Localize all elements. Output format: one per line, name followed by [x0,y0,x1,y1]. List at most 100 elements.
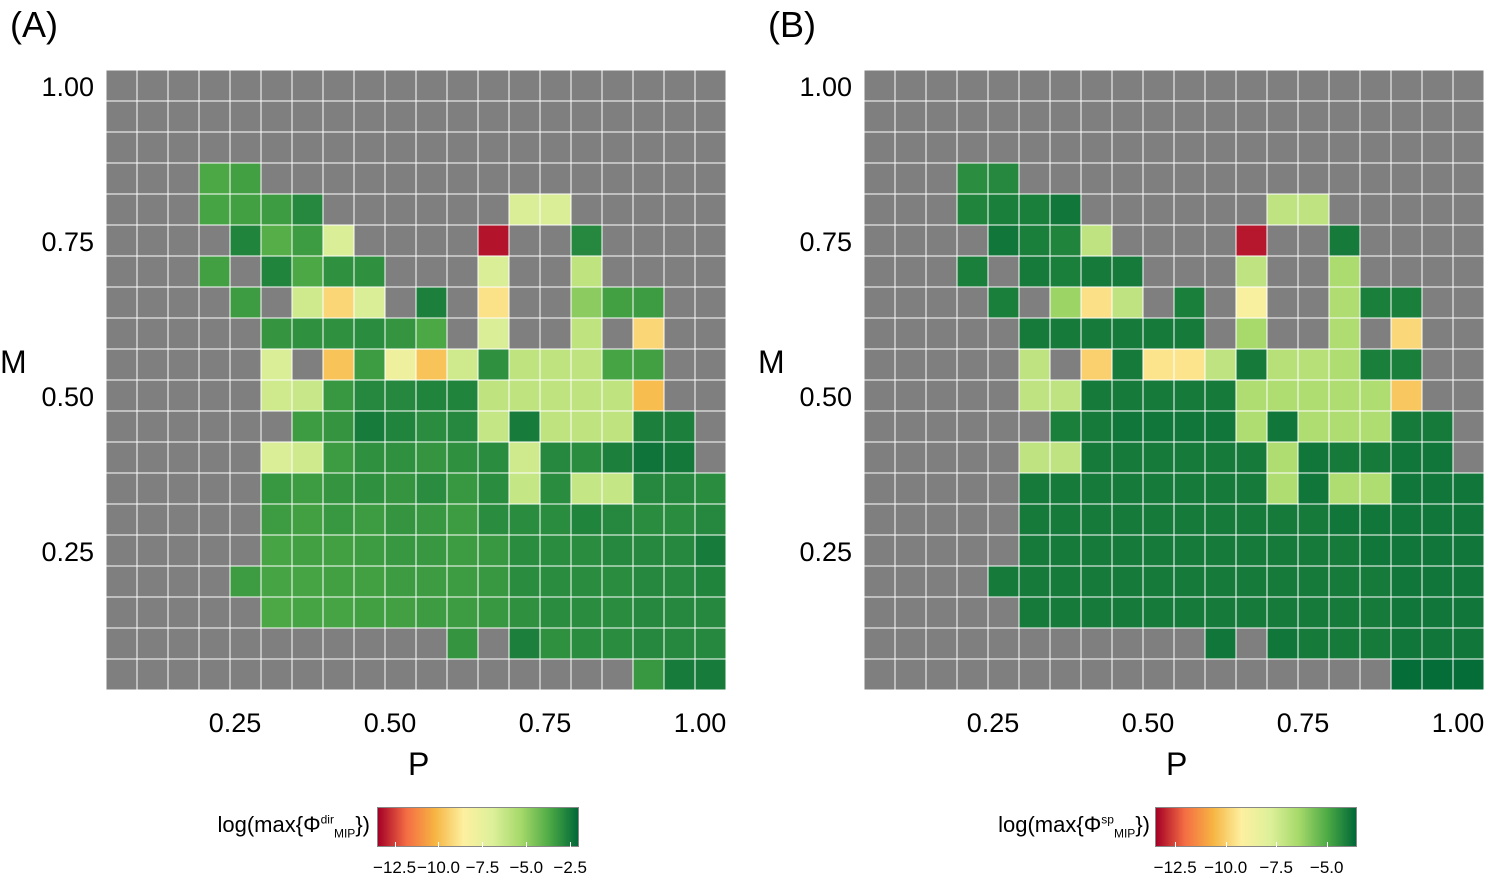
heatmap-cell [539,286,572,319]
heatmap-cell [956,596,989,629]
heatmap-cell [198,317,231,350]
heatmap-cell [106,503,138,536]
heatmap-cell [1049,255,1082,288]
heatmap-cell [446,565,479,598]
heatmap-cell [632,441,665,474]
heatmap-cell [384,627,417,660]
heatmap-cell [260,658,293,690]
heatmap-cell [1142,410,1175,443]
heatmap-cell [1173,70,1206,102]
heatmap-cell [106,410,138,443]
heatmap-cell [167,255,200,288]
heatmap-cell [415,70,448,102]
heatmap-cell [925,255,958,288]
panel-a: (A) 1.00 0.75 0.50 0.25 M 0.25 0.50 0.75… [0,4,726,877]
heatmap-cell [1452,627,1484,660]
heatmap-cell [1049,565,1082,598]
heatmap-cell [987,410,1020,443]
heatmap-cell [260,534,293,567]
heatmap-cell [384,162,417,195]
heatmap-cell [1111,224,1144,257]
heatmap-cell [632,131,665,164]
heatmap-cell [570,348,603,381]
heatmap-cell [956,131,989,164]
heatmap-cell [260,70,293,102]
heatmap-cell [925,503,958,536]
heatmap-cell [1359,224,1392,257]
heatmap-cell [539,472,572,505]
heatmap-cell [1111,627,1144,660]
heatmap-cell [291,410,324,443]
heatmap-cell [632,565,665,598]
heatmap-cell [106,441,138,474]
heatmap-cell [1266,131,1299,164]
heatmap-cell [384,193,417,226]
heatmap-cell [1142,627,1175,660]
heatmap-cell [477,70,510,102]
heatmap-cell [570,131,603,164]
heatmap-cell [1173,286,1206,319]
heatmap-cell [539,255,572,288]
heatmap-cell [1018,503,1051,536]
heatmap-cell [1452,224,1484,257]
heatmap-cell [539,441,572,474]
heatmap-cell [1204,472,1237,505]
heatmap-cell [1111,379,1144,412]
heatmap-cell [1173,131,1206,164]
colorbar-tick-mark [1175,842,1177,847]
heatmap-cell [1297,596,1330,629]
heatmap-cell [987,348,1020,381]
heatmap-cell [1452,131,1484,164]
heatmap-cell [1359,317,1392,350]
heatmap-cell [1142,503,1175,536]
heatmap-cell [925,70,958,102]
heatmap-cell [415,503,448,536]
heatmap-cell [136,379,169,412]
x-axis-title: P [1166,746,1188,782]
heatmap-cell [864,286,896,319]
heatmap-cell [415,441,448,474]
heatmap-cell [1297,100,1330,133]
heatmap-cell [632,348,665,381]
heatmap-cell [229,348,262,381]
colorbar-tick-label: −12.5 [373,858,417,877]
heatmap-cell [1173,255,1206,288]
heatmap-cell [694,534,726,567]
heatmap-cell [1080,286,1113,319]
heatmap-cell [894,224,927,257]
colorbar [1155,807,1357,847]
heatmap-cell [956,441,989,474]
heatmap-cell [1111,410,1144,443]
heatmap-cell [864,379,896,412]
heatmap-cell [1297,193,1330,226]
heatmap-cell [1421,100,1454,133]
heatmap-cell [260,193,293,226]
colorbar-tick-mark [526,842,528,847]
heatmap-cell [291,317,324,350]
heatmap-cell [415,255,448,288]
y-tick-label: 0.25 [41,537,94,567]
heatmap-cell [1049,503,1082,536]
heatmap-cell [1452,379,1484,412]
heatmap-cell [987,565,1020,598]
heatmap-cell [1204,596,1237,629]
heatmap-cell [925,596,958,629]
heatmap-cell [291,286,324,319]
heatmap-cell [1235,658,1268,690]
heatmap-cell [322,565,355,598]
heatmap-cell [1204,162,1237,195]
heatmap-cell [1173,379,1206,412]
heatmap-cell [632,503,665,536]
heatmap-cell [601,565,634,598]
heatmap-cell [477,255,510,288]
heatmap-cell [1452,534,1484,567]
heatmap-cell [1452,472,1484,505]
heatmap-cell [260,255,293,288]
heatmap-cell [229,534,262,567]
heatmap-cell [1018,379,1051,412]
heatmap-cell [694,596,726,629]
heatmap-cell [864,658,896,690]
heatmap-cell [632,379,665,412]
heatmap-cell [1018,472,1051,505]
heatmap-cell [987,317,1020,350]
